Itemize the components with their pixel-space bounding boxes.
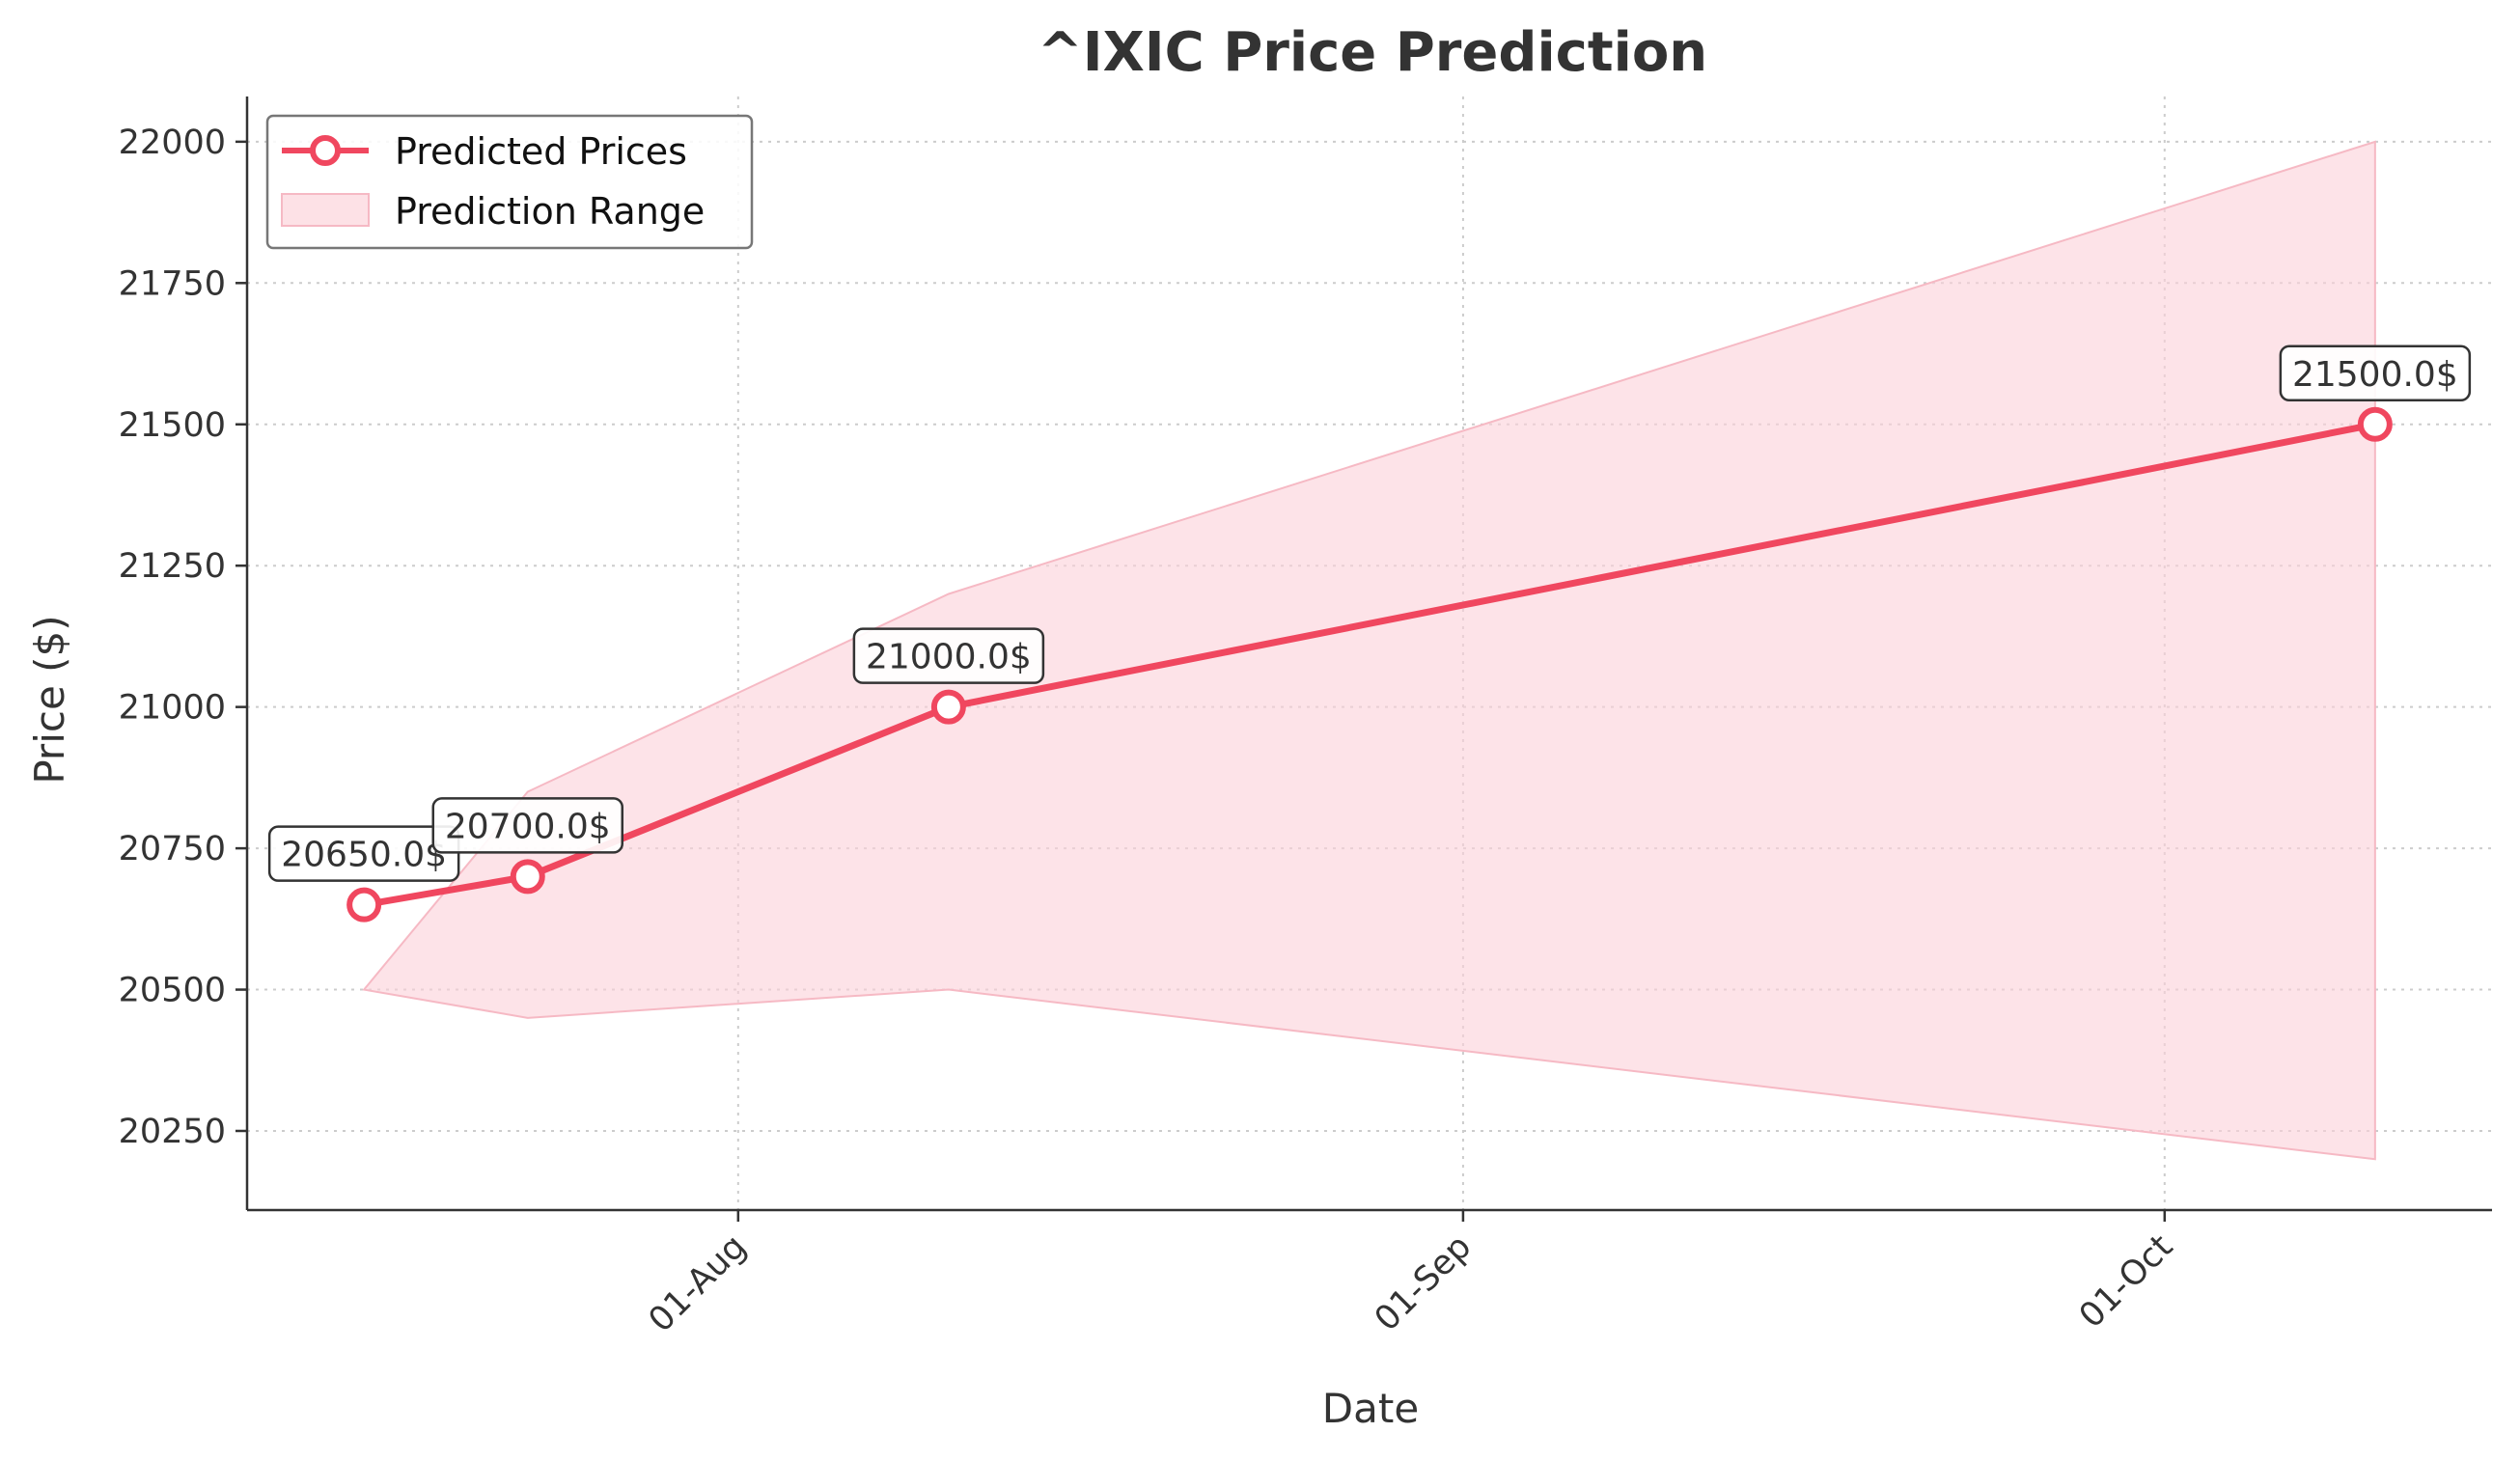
data-label: 20700.0$ — [445, 807, 611, 846]
data-label: 21000.0$ — [866, 638, 1032, 677]
predicted-price-point — [346, 887, 382, 923]
x-tick-label: 01-Sep — [1368, 1227, 1479, 1338]
legend-box — [265, 114, 754, 250]
predicted-prices-series — [346, 406, 2393, 923]
y-tick-label: 21250 — [119, 547, 226, 586]
chart-title: ^IXIC Price Prediction — [1038, 21, 1707, 84]
x-tick-label: 01-Aug — [642, 1227, 754, 1339]
y-tick-label: 21000 — [119, 689, 226, 728]
data-label-box — [2279, 344, 2472, 402]
data-label: 21500.0$ — [2292, 355, 2458, 395]
prediction-range-band — [362, 140, 2376, 1161]
y-tick-label: 21500 — [119, 406, 226, 445]
data-label-box — [267, 825, 460, 882]
y-tick-label: 20750 — [119, 830, 226, 868]
legend-label-predicted: Predicted Prices — [395, 130, 687, 173]
legend-marker-swatch — [310, 135, 341, 166]
predicted-price-point — [2357, 406, 2393, 442]
y-tick-label: 22000 — [119, 124, 226, 162]
predicted-price-point — [930, 689, 966, 725]
legend-label-range: Prediction Range — [395, 190, 705, 233]
y-axis-label: Price ($) — [26, 615, 73, 784]
data-label-box — [852, 627, 1045, 684]
prediction-range-area — [362, 140, 2376, 1161]
legend-range-swatch — [281, 193, 370, 227]
y-tick-label: 20250 — [119, 1113, 226, 1151]
x-axis-label: Date — [1322, 1385, 1419, 1432]
predicted-prices-line — [363, 421, 2376, 909]
y-tick-label: 20500 — [119, 972, 226, 1010]
y-tick-label: 21750 — [119, 264, 226, 303]
x-tick-label: 01-Oct — [2072, 1227, 2180, 1336]
legend: Predicted Prices Prediction Range — [265, 114, 754, 250]
predicted-price-point — [510, 859, 545, 895]
data-label: 20650.0$ — [281, 836, 447, 875]
data-label-box — [431, 797, 623, 854]
data-label-annotations: 20650.0$20700.0$ 21000.0$ 21500.0$ — [267, 344, 2472, 882]
